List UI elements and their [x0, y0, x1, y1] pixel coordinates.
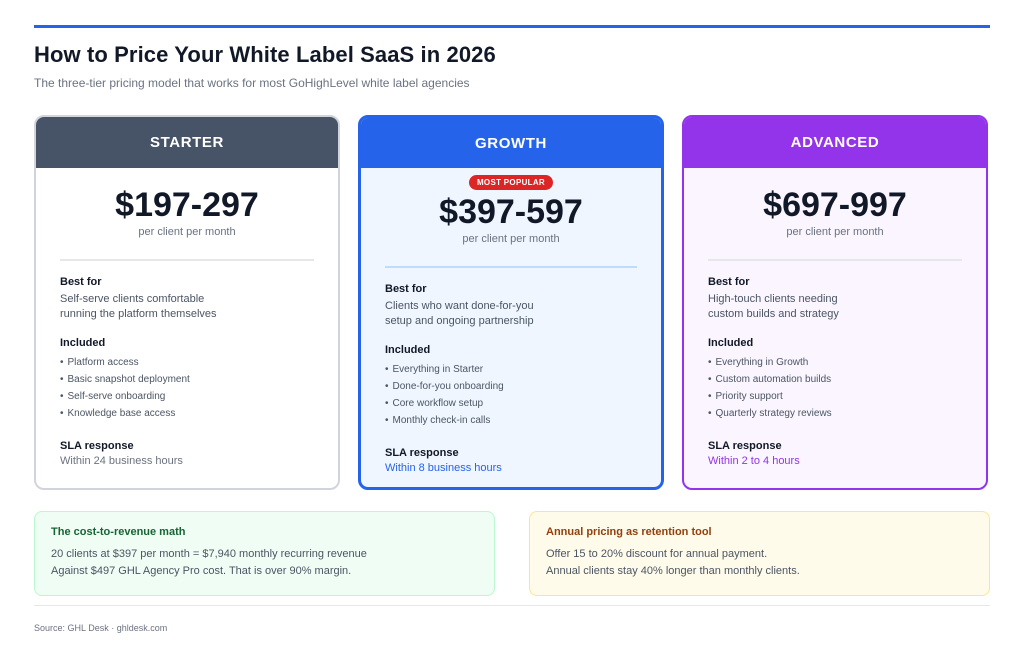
tier-period: per client per month — [462, 233, 560, 245]
best-for-line: running the platform themselves — [60, 308, 217, 320]
tier-card-advanced: ADVANCED $697-997 per client per month B… — [682, 115, 988, 490]
tier-price: $197-297 — [115, 186, 259, 224]
best-for-text: Clients who want done-for-you setup and … — [385, 299, 637, 329]
note-title: The cost-to-revenue math — [51, 526, 186, 538]
note-line: 20 clients at $397 per month = $7,940 mo… — [51, 548, 367, 560]
note-line: Annual clients stay 40% longer than mont… — [546, 565, 800, 577]
tier-period: per client per month — [786, 226, 884, 238]
included-item: Done-for-you onboarding — [385, 378, 637, 395]
accent-bar — [34, 25, 990, 28]
divider — [385, 266, 637, 268]
note-text: Offer 15 to 20% discount for annual paym… — [546, 546, 973, 580]
note-line: Against $497 GHL Agency Pro cost. That i… — [51, 565, 352, 577]
tier-period: per client per month — [138, 226, 236, 238]
sla-value: Within 2 to 4 hours — [708, 455, 800, 467]
tier-price: $697-997 — [763, 186, 907, 224]
included-item: Self-serve onboarding — [60, 388, 314, 405]
note-line: Offer 15 to 20% discount for annual paym… — [546, 548, 768, 560]
best-for-line: custom builds and strategy — [708, 308, 839, 320]
best-for-text: Self-serve clients comfortable running t… — [60, 292, 314, 322]
included-list: Everything in Starter Done-for-you onboa… — [385, 361, 637, 429]
included-list: Everything in Growth Custom automation b… — [708, 354, 962, 422]
best-for-line: setup and ongoing partnership — [385, 315, 534, 327]
included-item: Core workflow setup — [385, 395, 637, 412]
tier-card-starter: STARTER $197-297 per client per month Be… — [34, 115, 340, 490]
included-label: Included — [60, 337, 106, 349]
included-item: Custom automation builds — [708, 371, 962, 388]
included-item: Platform access — [60, 354, 314, 371]
tier-card-growth: GROWTH MOST POPULAR $397-597 per client … — [358, 115, 664, 490]
tier-name: ADVANCED — [684, 117, 986, 168]
source-credit: Source: GHL Desk · ghldesk.com — [34, 623, 168, 633]
included-item: Quarterly strategy reviews — [708, 405, 962, 422]
included-item: Priority support — [708, 388, 962, 405]
included-item: Monthly check-in calls — [385, 412, 637, 429]
page-subtitle: The three-tier pricing model that works … — [34, 76, 470, 90]
included-item: Knowledge base access — [60, 405, 314, 422]
best-for-line: High-touch clients needing — [708, 293, 838, 305]
best-for-label: Best for — [60, 276, 102, 288]
tier-price: $397-597 — [439, 193, 583, 231]
note-text: 20 clients at $397 per month = $7,940 mo… — [51, 546, 478, 580]
best-for-text: High-touch clients needing custom builds… — [708, 292, 962, 322]
tier-name: GROWTH — [361, 118, 661, 168]
divider — [60, 259, 314, 261]
footer-divider — [34, 605, 990, 606]
included-item: Basic snapshot deployment — [60, 371, 314, 388]
included-item: Everything in Growth — [708, 354, 962, 371]
included-item: Everything in Starter — [385, 361, 637, 378]
most-popular-badge: MOST POPULAR — [469, 175, 553, 190]
sla-label: SLA response — [385, 447, 459, 459]
divider — [708, 259, 962, 261]
page-title: How to Price Your White Label SaaS in 20… — [34, 42, 496, 67]
sla-label: SLA response — [60, 440, 134, 452]
annual-pricing-note: Annual pricing as retention tool Offer 1… — [529, 511, 990, 596]
note-title: Annual pricing as retention tool — [546, 526, 712, 538]
included-label: Included — [708, 337, 754, 349]
tier-name: STARTER — [36, 117, 338, 168]
sla-value: Within 8 business hours — [385, 462, 502, 474]
best-for-line: Clients who want done-for-you — [385, 300, 534, 312]
cost-revenue-note: The cost-to-revenue math 20 clients at $… — [34, 511, 495, 596]
best-for-label: Best for — [708, 276, 750, 288]
best-for-line: Self-serve clients comfortable — [60, 293, 205, 305]
included-list: Platform access Basic snapshot deploymen… — [60, 354, 314, 422]
sla-label: SLA response — [708, 440, 782, 452]
sla-value: Within 24 business hours — [60, 455, 183, 467]
included-label: Included — [385, 344, 431, 356]
best-for-label: Best for — [385, 283, 427, 295]
